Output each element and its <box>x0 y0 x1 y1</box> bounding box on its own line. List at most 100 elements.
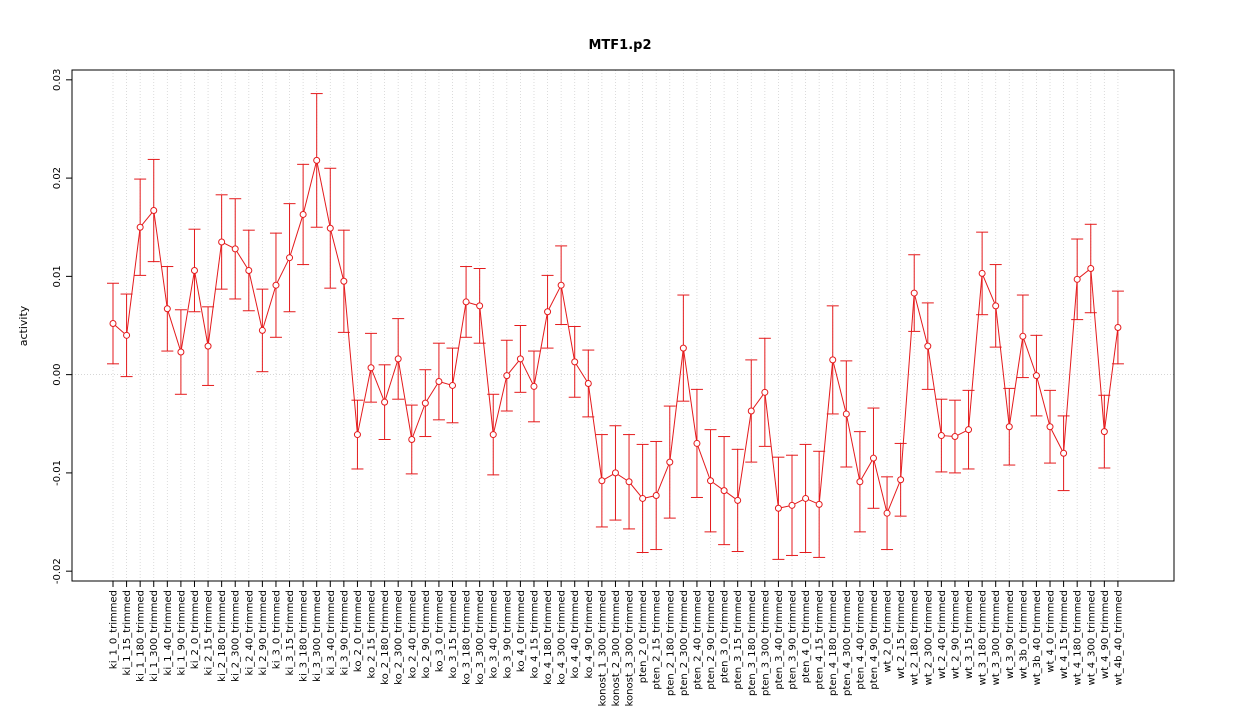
series-line-segment <box>818 359 834 505</box>
data-point <box>924 342 932 350</box>
data-point <box>381 398 389 406</box>
data-point <box>326 224 334 232</box>
series-line-segment <box>682 348 698 444</box>
series-line-segment <box>1008 336 1024 427</box>
series-line-segment <box>764 392 779 509</box>
x-tick-label: pten_3_40_trimmed <box>774 590 785 690</box>
series-line-segment <box>968 273 983 430</box>
data-point <box>123 331 131 339</box>
series-line-segment <box>628 481 644 499</box>
x-tick-label: wt_3_90_trimmed <box>1005 590 1016 679</box>
x-tick-label: ki_3_0_trimmed <box>271 590 282 669</box>
data-point <box>1032 372 1040 380</box>
data-point <box>421 399 429 407</box>
series-line-segment <box>560 285 576 362</box>
series-line-segment <box>166 308 182 353</box>
x-tick-label: pten_4_40_trimmed <box>855 590 866 690</box>
x-tick-label: wt_2_300_trimmed <box>923 590 934 685</box>
x-tick-label: ko_3_15_trimmed <box>448 590 459 678</box>
x-tick-label: ko_3_90_trimmed <box>502 590 513 678</box>
series-line-segment <box>927 346 942 436</box>
y-tick-label: -0.01 <box>52 460 63 486</box>
data-point <box>1114 323 1122 331</box>
series-line-segment <box>153 210 168 309</box>
y-tick-label: 0.00 <box>52 364 63 386</box>
x-tick-label: wt_4_90_trimmed <box>1100 590 1111 679</box>
x-tick-label: pten_2_40_trimmed <box>692 590 703 690</box>
data-point <box>245 266 253 274</box>
x-tick-label: pten_2_300_trimmed <box>679 590 690 696</box>
series-line-segment <box>275 257 290 286</box>
series-line-segment <box>872 458 888 514</box>
x-tick-label: ki_2_300_trimmed <box>231 590 242 682</box>
x-tick-label: ko_4_180_trimmed <box>543 590 554 685</box>
data-point <box>190 266 198 274</box>
y-tick-label: -0.02 <box>52 558 63 584</box>
data-point <box>476 302 484 310</box>
data-point <box>1060 449 1068 457</box>
data-point <box>774 504 782 512</box>
data-point <box>679 344 687 352</box>
series-line-segment <box>139 210 155 228</box>
data-point <box>408 435 416 443</box>
x-tick-label: ko_3_180_trimmed <box>462 590 473 685</box>
series-mtf1 <box>107 93 1124 560</box>
series-line-segment <box>492 375 508 435</box>
x-tick-label: ki_2_40_trimmed <box>244 590 255 675</box>
series-line-segment <box>547 284 562 312</box>
data-point <box>489 431 497 439</box>
series-line-segment <box>234 248 250 271</box>
x-tick-label: wt_4_0_trimmed <box>1046 590 1057 673</box>
data-point <box>815 500 823 508</box>
data-point <box>530 382 538 390</box>
data-point <box>272 281 280 289</box>
series-line-segment <box>329 228 345 282</box>
data-point <box>625 478 633 486</box>
x-tick-label: pten_4_300_trimmed <box>842 590 853 696</box>
x-tick-label: pten_2_15_trimmed <box>652 590 663 690</box>
data-point <box>571 358 579 366</box>
x-tick-label: wt_3_180_trimmed <box>978 590 989 685</box>
x-tick-label: wt_3_15_trimmed <box>964 590 975 679</box>
x-tick-label: ki_1_15_trimmed <box>122 590 133 675</box>
data-point <box>707 477 715 485</box>
x-tick-label: ko_4_300_trimmed <box>557 590 568 685</box>
x-tick-label: wt_2_0_trimmed <box>883 590 894 673</box>
series-line-segment <box>1063 279 1078 454</box>
series-line-segment <box>479 305 494 435</box>
series-line-segment <box>397 358 413 440</box>
data-point <box>883 509 891 517</box>
x-tick-label: ko_4_90_trimmed <box>584 590 595 678</box>
data-point <box>516 355 524 363</box>
data-point <box>965 426 973 434</box>
series-line-segment <box>1022 336 1037 376</box>
series-line-segment <box>506 358 521 376</box>
x-tick-label: ko_3_0_trimmed <box>434 590 445 672</box>
data-point <box>435 378 443 386</box>
series-line-segment <box>289 214 304 258</box>
data-point <box>598 477 606 485</box>
data-point <box>557 281 565 289</box>
series-line-segment <box>1049 426 1065 454</box>
x-tick-label: ki_1_0_trimmed <box>109 590 120 669</box>
data-point <box>978 269 986 277</box>
x-tick-label: pten_4_0_trimmed <box>801 590 812 683</box>
data-point <box>951 433 959 441</box>
data-point <box>449 381 456 389</box>
data-point <box>937 432 945 440</box>
series-line-segment <box>900 293 915 480</box>
x-tick-label: wt_4b_40_trimmed <box>1113 590 1124 685</box>
series-line-segment <box>533 311 549 387</box>
series-line-segment <box>411 402 426 440</box>
series-line-segment <box>886 479 902 514</box>
data-point <box>856 478 864 486</box>
x-tick-label: wt_2_90_trimmed <box>950 590 961 679</box>
series-line-segment <box>995 305 1010 427</box>
series-line-segment <box>669 348 684 463</box>
data-point <box>462 298 470 306</box>
x-tick-label: pten_3_300_trimmed <box>760 590 771 696</box>
y-tick-label: 0.03 <box>52 69 63 91</box>
x-tick-label: ki_1_90_trimmed <box>176 590 187 675</box>
series-line-segment <box>737 410 752 501</box>
